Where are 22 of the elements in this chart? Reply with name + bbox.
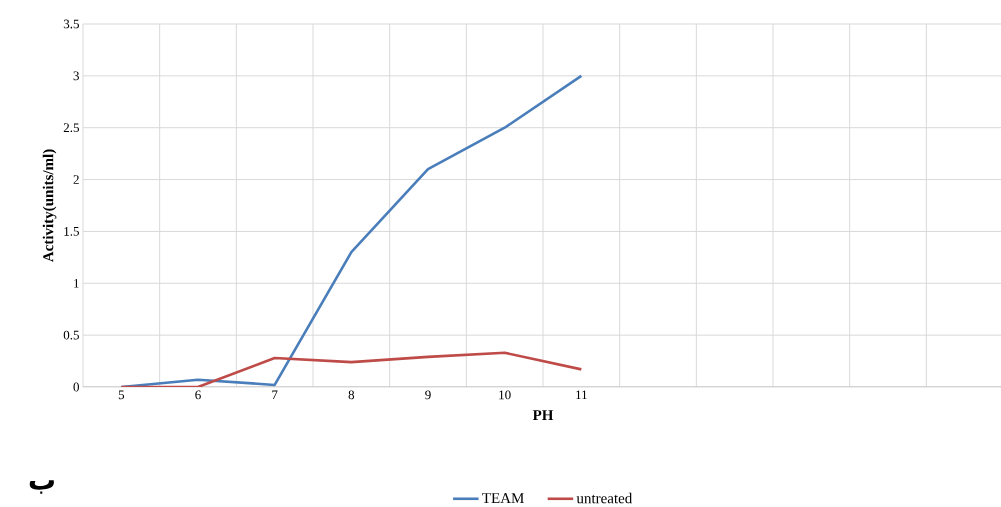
text: ب	[29, 480, 54, 494]
x-tick-label: 6	[195, 390, 201, 400]
y-tick-label: 3.5	[63, 19, 79, 29]
y-tick-label: 1	[74, 279, 79, 288]
y-axis-title: Activity(units/ml)	[42, 149, 57, 263]
x-tick-label: 11	[576, 390, 587, 400]
y-tick-label: 2	[73, 175, 79, 184]
line-series	[120, 74, 583, 387]
x-tick-label: 8	[348, 390, 355, 400]
line-series	[120, 351, 583, 387]
legend-label: untreated	[576, 492, 633, 504]
y-tick-label: 1.5	[64, 227, 79, 236]
y-tick-label: 0	[73, 382, 79, 392]
x-tick-label: 9	[425, 390, 431, 400]
y-tick-label: 3	[73, 71, 79, 81]
x-tick-label: 10	[499, 390, 511, 400]
y-tick-label: 2.5	[63, 123, 79, 133]
x-tick-label: 7	[272, 390, 278, 400]
legend-label: TEAM	[482, 493, 524, 503]
y-tick-label: 0.5	[63, 330, 79, 340]
x-tick-label: 5	[118, 390, 125, 400]
x-axis-title: PH	[532, 410, 554, 420]
